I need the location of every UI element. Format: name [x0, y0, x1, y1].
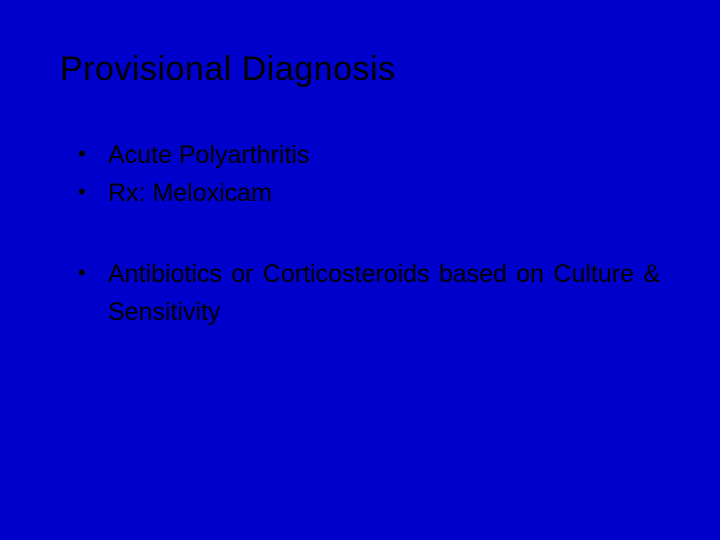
bullet-item: Antibiotics or Corticosteroids based on … [78, 256, 660, 331]
bullet-item: Acute Polyarthritis [78, 137, 660, 175]
bullet-item: Rx: Meloxicam [78, 175, 660, 213]
bullet-list: Acute Polyarthritis Rx: Meloxicam Antibi… [60, 137, 660, 331]
slide-title: Provisional Diagnosis [60, 50, 660, 89]
